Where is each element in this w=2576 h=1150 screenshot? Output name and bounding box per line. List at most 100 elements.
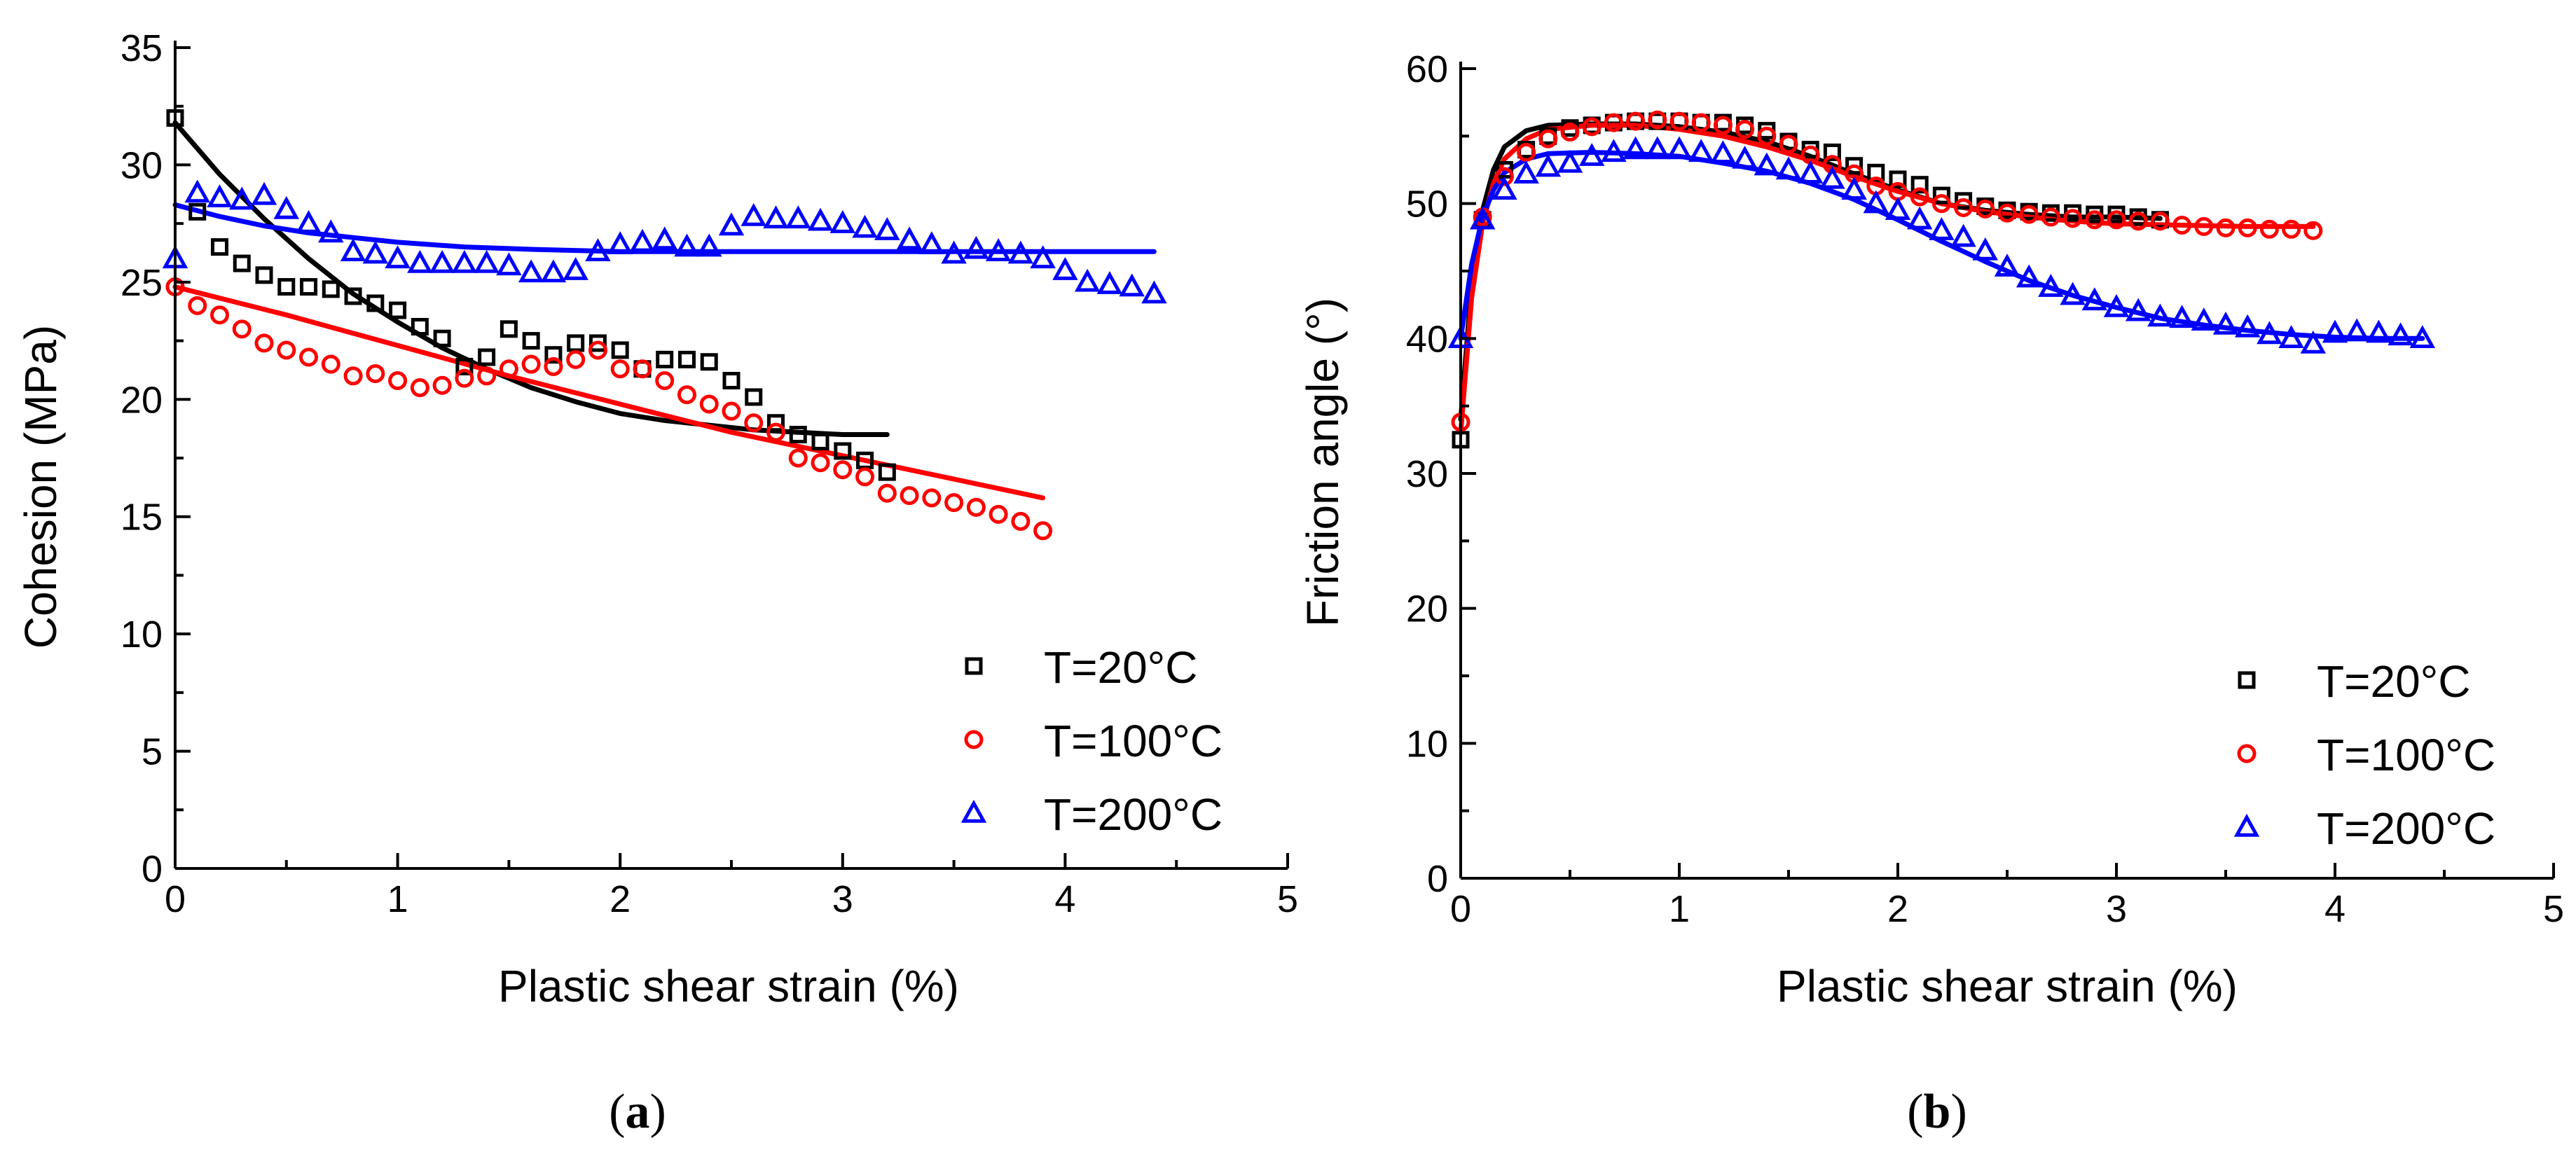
chart-a-series-0-point-6: [300, 278, 318, 296]
chart-b-series-2-point-44: [2409, 325, 2436, 349]
chart-b-series-2-point-9: [1644, 136, 1671, 160]
chart-a-y-tick-label-4: 20: [120, 379, 163, 421]
chart-a-y-tick-label-3: 15: [120, 497, 163, 539]
chart-b-series-1-point-4: [1538, 129, 1558, 148]
chart-b-series-2-point-38: [2278, 325, 2304, 349]
chart-a-series-1-point-10: [388, 370, 408, 390]
chart-b-series-2-point-23: [1950, 223, 1976, 247]
chart-b-y-tick-label-0: 0: [1427, 858, 1448, 900]
chart-a-series-1-point-26: [744, 413, 764, 433]
chart-a-series-1-point-2: [210, 305, 230, 325]
chart-a-series-1-point-27: [766, 422, 786, 442]
chart-a-series-0-point-11: [411, 317, 429, 335]
chart-b-series-1-point-36: [2238, 218, 2257, 237]
chart-a-series-1-point-18: [566, 349, 586, 369]
chart-b-series-2-point-13: [1732, 145, 1758, 169]
chart-a-series-2-point-27: [763, 205, 789, 229]
chart-a-series-2-point-14: [474, 249, 500, 273]
chart-a-series-2-point-24: [696, 233, 722, 257]
chart-a-series-1-point-3: [232, 319, 252, 339]
chart-a-series-1-point-38: [1011, 511, 1031, 531]
chart-a-series-1-fit-line: [172, 284, 1046, 501]
chart-b-series-2-point-40: [2322, 319, 2348, 343]
chart-a-series-2-point-7: [318, 219, 344, 243]
chart-a-y-axis-title: Cohesion (MPa): [15, 325, 66, 649]
chart-b-x-tick-label-3: 3: [2106, 888, 2127, 930]
chart-b-series-2-point-6: [1578, 143, 1605, 166]
chart-b-series-2-point-39: [2300, 330, 2327, 354]
chart-b-y-tick-label-4: 40: [1406, 318, 1448, 360]
chart-a-series-0-point-17: [544, 346, 563, 364]
chart-a-series-2-point-26: [741, 202, 767, 226]
chart-a-series-2-point-42: [1096, 271, 1123, 294]
chart-b-series-2-point-37: [2257, 321, 2282, 345]
chart-b-legend-label-1: T=100°C: [2317, 730, 2495, 780]
chart-b-series-2-point-43: [2388, 322, 2413, 346]
chart-a-series-1-point-1: [188, 296, 207, 315]
chart-a-x-axis-title: Plastic shear strain (%): [498, 961, 959, 1011]
chart-b-series-2-point-41: [2343, 318, 2370, 342]
chart-b-y-tick-label-3: 30: [1406, 453, 1448, 495]
chart-a-series-0-point-30: [834, 442, 852, 460]
chart-a-series-2-point-6: [296, 209, 322, 233]
chart-b-series-2-point-32: [2147, 303, 2173, 327]
chart-a-series-1-point-6: [299, 347, 319, 367]
chart-b-y-axis-title: Friction angle (°): [1297, 298, 1348, 627]
chart-a-series-0-point-7: [322, 280, 340, 298]
chart-b-series-1-point-12: [1713, 116, 1733, 135]
chart-a-series-2-point-29: [807, 207, 834, 231]
chart-a-series-2-point-10: [385, 245, 411, 269]
chart-a-series-2-point-19: [585, 238, 611, 262]
chart-a-x-tick-label-5: 5: [1277, 878, 1298, 920]
chart-a-cohesion: 0 1 2 3 4 5 0 5 10 15 20 25 30 35 Plastic shear strai…: [15, 27, 1298, 1139]
chart-a-series-2-point-44: [1141, 280, 1167, 304]
chart-a-y-tick-label-5: 25: [120, 262, 163, 304]
chart-a-series-2-point-41: [1074, 268, 1101, 292]
chart-b-series-2-point-31: [2125, 298, 2151, 321]
chart-a-series-0-point-1: [188, 202, 207, 221]
chart-b-legend-label-0: T=20°C: [2317, 656, 2470, 707]
chart-a-series-0-point-14: [478, 348, 496, 366]
chart-a-series-2-point-2: [207, 184, 233, 208]
chart-b-series-1-point-32: [2150, 212, 2170, 231]
chart-b-series-0-point-17: [1823, 143, 1841, 161]
chart-a-series-0-point-8: [344, 287, 362, 305]
chart-b-x-tick-label-1: 1: [1669, 888, 1690, 930]
chart-a-series-0-point-29: [811, 433, 829, 451]
chart-a-series-1-point-9: [366, 363, 385, 383]
chart-b-series-1-point-34: [2194, 216, 2214, 236]
chart-a-y-tick-label-2: 10: [120, 614, 163, 656]
chart-b-series-2-point-24: [1972, 237, 1999, 261]
chart-a-panel-label-letter: a: [626, 1085, 650, 1139]
chart-b-series-1-point-13: [1735, 120, 1755, 139]
chart-b-legend-marker-0: [2238, 671, 2256, 689]
chart-b-series-0-point-21: [1910, 176, 1929, 194]
chart-a-series-2-point-20: [607, 231, 633, 254]
chart-a-legend-marker-0: [965, 657, 983, 675]
chart-b-series-2-point-26: [2016, 264, 2042, 288]
chart-a-series-0-point-5: [277, 278, 296, 296]
chart-b-series-1-point-26: [2019, 205, 2039, 224]
chart-b-legend: T=20°C T=100°C T=200°C: [2233, 656, 2495, 854]
chart-b-series-1-point-31: [2128, 212, 2148, 231]
chart-a-axes: 0 1 2 3 4 5 0 5 10 15 20 25 30 35: [120, 27, 1298, 920]
chart-a-series-1-point-31: [855, 467, 875, 487]
chart-a-series-1-point-23: [677, 385, 696, 405]
chart-a-series-2-point-23: [674, 233, 700, 257]
chart-a-series-0-point-2: [211, 238, 229, 256]
chart-a-series-2-point-12: [429, 249, 455, 273]
chart-a-series-2-point-38: [1007, 240, 1034, 264]
chart-a-series-2-point-21: [629, 228, 656, 252]
chart-b-series-2-point-25: [1994, 254, 2020, 277]
chart-a-series-2-point-28: [785, 205, 811, 229]
chart-b-series-2-point-12: [1710, 140, 1736, 164]
chart-a-legend-label-2: T=200°C: [1044, 789, 1222, 840]
chart-b-series-1-point-8: [1626, 111, 1646, 131]
chart-b-x-axis-title: Plastic shear strain (%): [1777, 961, 2238, 1011]
chart-a-series-1-point-11: [410, 378, 429, 398]
chart-b-series-1-point-14: [1757, 126, 1777, 146]
chart-a-y-tick-label-1: 5: [142, 731, 163, 773]
chart-b-series-0-point-22: [1932, 186, 1950, 205]
chart-b-series-1-point-28: [2063, 209, 2083, 228]
